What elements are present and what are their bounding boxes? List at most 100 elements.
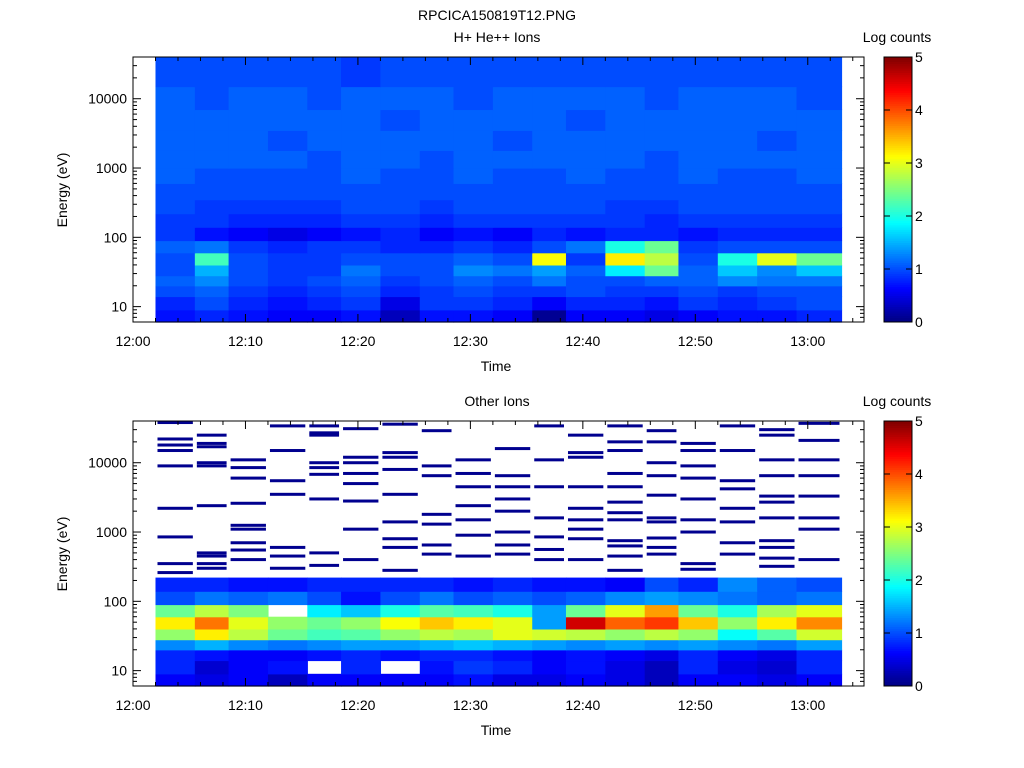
heatmap-cell	[194, 213, 230, 228]
colorbar-gradient-step	[884, 65, 912, 69]
heatmap-cell	[341, 309, 382, 323]
colorbar-gradient-step	[884, 480, 912, 484]
colorbar-gradient-step	[884, 621, 912, 625]
colorbar-gradient-step	[884, 533, 912, 537]
sparse-count-line	[759, 545, 795, 549]
sparse-count-line	[534, 535, 564, 539]
heatmap-cell	[194, 252, 230, 266]
heatmap-cell	[796, 227, 843, 242]
heatmap-cell	[267, 577, 308, 592]
heatmap-cell	[194, 296, 230, 311]
sparse-count-line	[309, 433, 340, 437]
y-tick-label: 100	[104, 593, 128, 609]
heatmap-cell	[155, 673, 196, 687]
heatmap-cell	[678, 109, 719, 131]
heatmap-cell	[380, 183, 421, 201]
colorbar-gradient-step	[884, 511, 912, 515]
heatmap-cell	[307, 591, 342, 606]
sparse-count-line	[230, 466, 266, 470]
heatmap-cell	[605, 660, 646, 675]
sparse-count-line	[309, 461, 340, 465]
sparse-count-line	[759, 516, 795, 520]
heatmap-cell	[492, 616, 533, 630]
heatmap-cell	[717, 309, 758, 323]
heatmap-cell	[380, 296, 421, 311]
colorbar-gradient-step	[884, 193, 912, 197]
panel-1-y-axis: 10 100 1000 10000	[88, 56, 864, 323]
heatmap-cell	[565, 227, 606, 242]
colorbar-gradient-step	[884, 315, 912, 319]
heatmap-cell	[796, 577, 843, 592]
colorbar-gradient-step	[884, 551, 912, 554]
heatmap-cell	[194, 673, 230, 687]
colorbar-gradient-step	[884, 451, 912, 455]
heatmap-cell	[228, 57, 269, 88]
heatmap-cell	[605, 109, 646, 131]
sparse-count-line	[759, 428, 795, 432]
sparse-count-line	[421, 464, 452, 468]
heatmap-cell	[492, 275, 533, 287]
sparse-count-line	[343, 471, 379, 475]
panel-proton-spectrogram: H+ He++ Ions Log counts 12:00 12:10 12:20 1…	[54, 29, 931, 374]
heatmap-cell	[307, 285, 342, 298]
heatmap-cell	[155, 227, 196, 242]
colorbar-gradient-step	[884, 319, 912, 323]
colorbar-gradient-step	[884, 107, 912, 111]
colorbar-gradient-step	[884, 306, 912, 310]
heatmap-cell	[565, 275, 606, 287]
y-tick-label: 100	[104, 229, 128, 245]
heatmap-cell	[267, 57, 308, 88]
heatmap-cell	[307, 109, 342, 131]
heatmap-cell	[155, 264, 196, 277]
heatmap-cell	[757, 639, 798, 651]
colorbar-gradient-step	[884, 644, 912, 647]
heatmap-cell	[453, 616, 494, 630]
heatmap-cell	[341, 57, 382, 88]
sparse-count-line	[534, 458, 564, 462]
heatmap-cell	[453, 199, 494, 215]
heatmap-cell	[644, 285, 680, 298]
colorbar-gradient-step	[884, 59, 912, 62]
heatmap-cell	[380, 150, 421, 169]
colorbar-gradient-step	[884, 313, 912, 316]
heatmap-cell	[717, 168, 758, 184]
sparse-count-line	[719, 541, 756, 545]
heatmap-cell	[419, 604, 455, 618]
heatmap-cell	[419, 660, 455, 675]
heatmap-cell	[453, 639, 494, 651]
colorbar-gradient-step	[884, 262, 912, 266]
sparse-count-line	[607, 471, 643, 475]
colorbar-gradient-step	[884, 121, 912, 124]
sparse-count-line	[646, 461, 677, 465]
heatmap-cell	[644, 252, 680, 266]
sparse-count-line	[759, 539, 795, 543]
heatmap-cell	[532, 109, 567, 131]
heatmap-cell	[307, 150, 342, 169]
sparse-count-line	[646, 474, 677, 478]
sparse-count-line	[719, 552, 756, 556]
heatmap-cell	[194, 660, 230, 675]
heatmap-cell	[605, 296, 646, 311]
heatmap-cell	[267, 168, 308, 184]
sparse-count-line	[382, 422, 418, 426]
heatmap-cell	[341, 183, 382, 201]
colorbar-gradient-step	[884, 540, 912, 543]
heatmap-cell	[341, 130, 382, 151]
sparse-count-line	[455, 458, 491, 462]
colorbar-gradient-step	[884, 98, 912, 102]
heatmap-cell	[380, 275, 421, 287]
sparse-count-line	[607, 500, 643, 504]
heatmap-cell	[194, 264, 230, 277]
colorbar-gradient-step	[884, 489, 912, 493]
heatmap-cell	[678, 296, 719, 311]
sparse-count-line	[719, 487, 756, 491]
heatmap-cell	[492, 639, 533, 651]
heatmap-cell	[717, 591, 758, 606]
sparse-count-line	[494, 552, 531, 556]
heatmap-cell	[678, 309, 719, 323]
sparse-count-line	[798, 438, 840, 442]
heatmap-cell	[796, 591, 843, 606]
colorbar-gradient-step	[884, 271, 912, 274]
colorbar-gradient-step	[884, 202, 912, 206]
colorbar-gradient-step	[884, 608, 912, 612]
